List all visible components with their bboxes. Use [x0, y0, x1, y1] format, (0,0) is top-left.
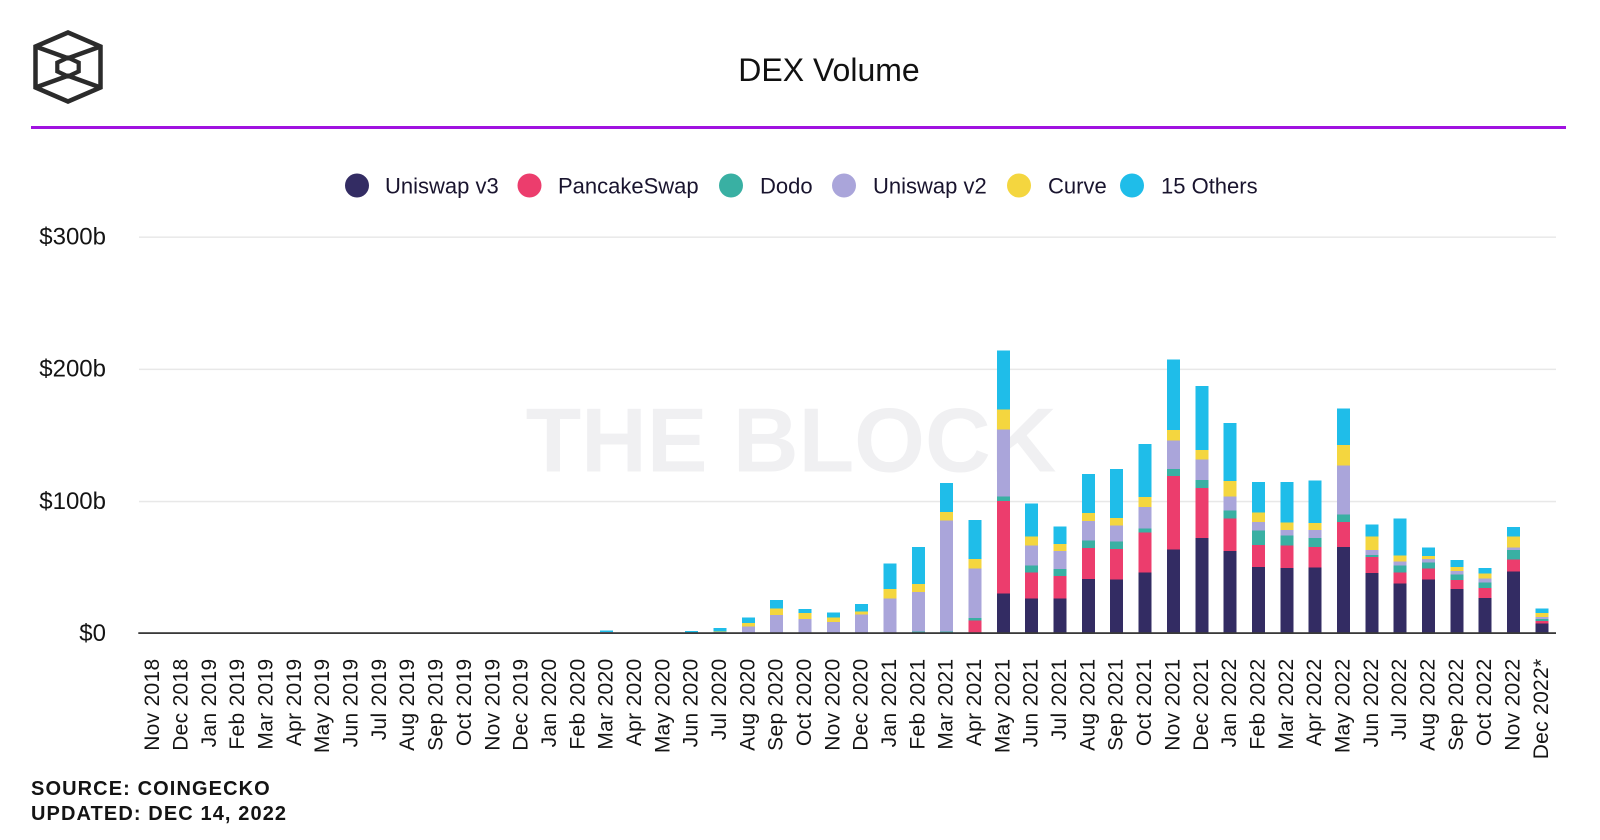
svg-text:$200b: $200b — [39, 356, 106, 383]
svg-text:Feb 2019: Feb 2019 — [226, 659, 249, 750]
svg-text:Aug 2022: Aug 2022 — [1416, 659, 1439, 751]
svg-text:Nov 2021: Nov 2021 — [1161, 659, 1184, 751]
svg-text:$100b: $100b — [39, 488, 106, 515]
svg-text:Aug 2020: Aug 2020 — [736, 659, 759, 751]
svg-text:Jul 2020: Jul 2020 — [708, 659, 731, 741]
svg-text:Dec 2020: Dec 2020 — [850, 659, 873, 751]
svg-text:Mar 2020: Mar 2020 — [595, 659, 618, 750]
svg-text:Jun 2019: Jun 2019 — [340, 659, 363, 748]
svg-text:Jan 2019: Jan 2019 — [198, 659, 221, 748]
svg-text:$300b: $300b — [39, 223, 106, 250]
svg-text:Mar 2021: Mar 2021 — [935, 659, 958, 750]
svg-text:May 2022: May 2022 — [1331, 659, 1354, 754]
svg-text:Mar 2022: Mar 2022 — [1275, 659, 1298, 750]
svg-text:Dec 2021: Dec 2021 — [1190, 659, 1213, 751]
svg-text:Curve: Curve — [1048, 174, 1107, 199]
svg-text:Oct 2021: Oct 2021 — [1133, 659, 1156, 747]
svg-text:PancakeSwap: PancakeSwap — [558, 174, 699, 199]
svg-text:15 Others: 15 Others — [1161, 174, 1258, 199]
svg-text:Jun 2020: Jun 2020 — [680, 659, 703, 748]
svg-text:Sep 2022: Sep 2022 — [1445, 659, 1468, 751]
svg-text:THE BLOCK: THE BLOCK — [526, 391, 1057, 492]
svg-text:Feb 2021: Feb 2021 — [906, 659, 929, 750]
svg-text:Jan 2022: Jan 2022 — [1218, 659, 1241, 748]
svg-text:Aug 2021: Aug 2021 — [1076, 659, 1099, 751]
svg-text:Dodo: Dodo — [760, 174, 813, 199]
svg-text:Apr 2020: Apr 2020 — [623, 659, 646, 747]
svg-text:Oct 2020: Oct 2020 — [793, 659, 816, 747]
svg-text:Apr 2019: Apr 2019 — [283, 659, 306, 747]
svg-text:Jan 2020: Jan 2020 — [538, 659, 561, 748]
svg-text:Sep 2019: Sep 2019 — [425, 659, 448, 751]
svg-text:May 2019: May 2019 — [311, 659, 334, 754]
svg-text:Nov 2019: Nov 2019 — [481, 659, 504, 751]
svg-text:Nov 2020: Nov 2020 — [821, 659, 844, 751]
svg-text:Feb 2020: Feb 2020 — [566, 659, 589, 750]
svg-text:Oct 2019: Oct 2019 — [453, 659, 476, 747]
svg-text:Apr 2021: Apr 2021 — [963, 659, 986, 747]
svg-text:Jul 2019: Jul 2019 — [368, 659, 391, 741]
svg-text:Jul 2021: Jul 2021 — [1048, 659, 1071, 741]
svg-text:Mar 2019: Mar 2019 — [255, 659, 278, 750]
svg-text:Apr 2022: Apr 2022 — [1303, 659, 1326, 747]
svg-text:May 2021: May 2021 — [991, 659, 1014, 754]
svg-text:Oct 2022: Oct 2022 — [1473, 659, 1496, 747]
svg-text:Nov 2022: Nov 2022 — [1501, 659, 1524, 751]
svg-text:Jun 2022: Jun 2022 — [1360, 659, 1383, 748]
svg-text:Jun 2021: Jun 2021 — [1020, 659, 1043, 748]
svg-text:Jul 2022: Jul 2022 — [1388, 659, 1411, 741]
svg-text:Sep 2020: Sep 2020 — [765, 659, 788, 751]
svg-text:May 2020: May 2020 — [651, 659, 674, 754]
svg-text:Jan 2021: Jan 2021 — [878, 659, 901, 748]
svg-text:Uniswap v3: Uniswap v3 — [385, 174, 499, 199]
svg-text:Dec 2018: Dec 2018 — [170, 659, 193, 751]
svg-text:Sep 2021: Sep 2021 — [1105, 659, 1128, 751]
svg-text:Uniswap v2: Uniswap v2 — [873, 174, 987, 199]
svg-text:$0: $0 — [79, 620, 106, 647]
svg-text:Dec 2022*: Dec 2022* — [1530, 659, 1553, 760]
svg-text:Nov 2018: Nov 2018 — [141, 659, 164, 751]
svg-text:Dec 2019: Dec 2019 — [510, 659, 533, 751]
svg-text:Aug 2019: Aug 2019 — [396, 659, 419, 751]
svg-text:Feb 2022: Feb 2022 — [1246, 659, 1269, 750]
